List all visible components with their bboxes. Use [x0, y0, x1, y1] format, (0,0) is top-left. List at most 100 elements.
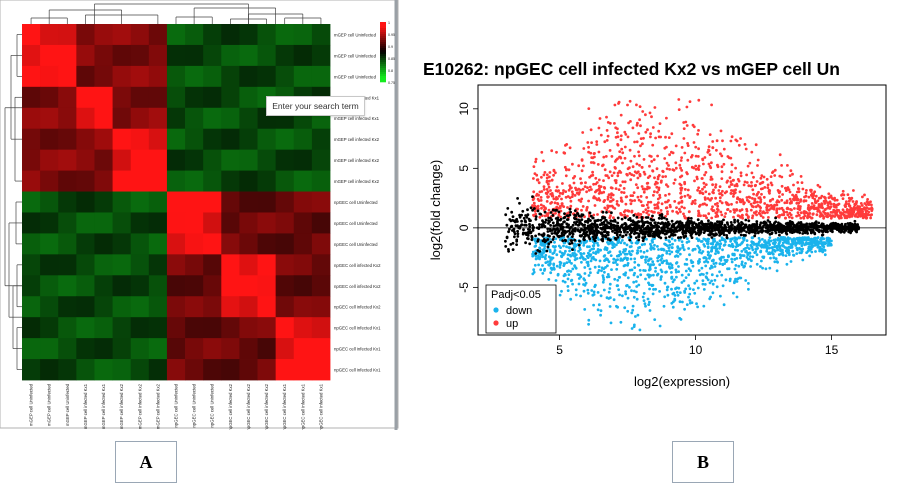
legend-entry: up [506, 318, 518, 330]
data-point [733, 184, 737, 188]
data-point [532, 165, 536, 169]
heatmap-cell [58, 24, 77, 46]
data-point [548, 260, 552, 263]
data-point [690, 154, 694, 157]
data-point [857, 213, 861, 217]
data-point [800, 241, 804, 245]
data-point [775, 246, 779, 250]
heatmap-cell [58, 296, 77, 318]
data-point [616, 127, 619, 131]
data-point [698, 250, 701, 254]
data-point [609, 186, 613, 190]
heatmap-cell [239, 275, 258, 297]
data-point [621, 234, 625, 238]
data-point [678, 163, 682, 167]
data-point [799, 224, 802, 227]
data-point [673, 239, 677, 242]
color-key-swatch [380, 62, 386, 65]
data-point [789, 213, 793, 217]
data-point [812, 192, 815, 196]
data-point [722, 162, 726, 166]
heatmap-cell [293, 128, 313, 151]
data-point [539, 268, 543, 272]
data-point [750, 228, 754, 232]
data-point [640, 219, 644, 223]
data-point [707, 237, 710, 241]
data-point [536, 204, 540, 208]
data-point [568, 207, 572, 211]
data-point [626, 309, 630, 313]
data-point [617, 288, 620, 291]
data-point [631, 304, 635, 308]
data-point [675, 261, 678, 265]
data-point [776, 238, 780, 242]
data-point [534, 160, 537, 164]
data-point [654, 136, 657, 140]
data-point [762, 195, 766, 199]
data-point [586, 256, 590, 259]
data-point [658, 193, 662, 197]
data-point [639, 137, 643, 141]
data-point [636, 228, 639, 231]
data-point [666, 212, 669, 216]
data-point [784, 231, 788, 235]
data-point [701, 192, 705, 196]
data-point [845, 200, 848, 204]
data-point [702, 288, 706, 291]
heatmap-cell [22, 191, 41, 213]
data-point [809, 188, 812, 192]
data-point [528, 228, 531, 232]
data-point [640, 165, 644, 169]
data-point [606, 273, 610, 276]
data-point [745, 230, 748, 234]
search-tooltip[interactable]: Enter your search term [266, 96, 365, 116]
heatmap-cell [166, 254, 186, 276]
heatmap-cell [185, 212, 204, 234]
data-point [710, 229, 714, 233]
data-point [733, 236, 737, 240]
data-point [560, 197, 563, 201]
data-point [548, 175, 551, 179]
data-point [549, 257, 553, 261]
y-axis-label: log2(fold change) [428, 160, 443, 260]
data-point [708, 229, 711, 233]
data-point [784, 189, 788, 193]
data-point [769, 239, 773, 243]
data-point [737, 236, 741, 240]
data-point [679, 191, 682, 195]
data-point [823, 228, 827, 232]
data-point [711, 282, 715, 286]
data-point [580, 254, 583, 258]
data-point [608, 238, 612, 242]
data-point [665, 250, 669, 253]
data-point [550, 232, 554, 235]
data-point [613, 207, 617, 210]
heatmap-cell [185, 338, 204, 360]
data-point [601, 280, 605, 284]
heatmap-cell [239, 212, 258, 234]
data-point [668, 203, 672, 207]
data-point [569, 270, 573, 273]
data-point [799, 239, 802, 243]
data-point [531, 208, 534, 212]
data-point [548, 216, 552, 220]
data-point [606, 134, 610, 138]
data-point [808, 222, 811, 226]
heatmap-cell [22, 317, 41, 339]
data-point [651, 238, 655, 241]
data-point [597, 126, 601, 130]
data-point [542, 173, 546, 177]
data-point [518, 213, 521, 217]
heatmap-cell [185, 149, 204, 171]
data-point [697, 269, 701, 272]
data-point [748, 196, 752, 199]
data-point [566, 289, 570, 292]
data-point [849, 228, 853, 232]
data-point [645, 211, 649, 215]
data-point [635, 103, 638, 107]
data-point [648, 287, 651, 291]
data-point [630, 289, 633, 293]
data-point [688, 299, 692, 302]
data-point [645, 182, 649, 185]
